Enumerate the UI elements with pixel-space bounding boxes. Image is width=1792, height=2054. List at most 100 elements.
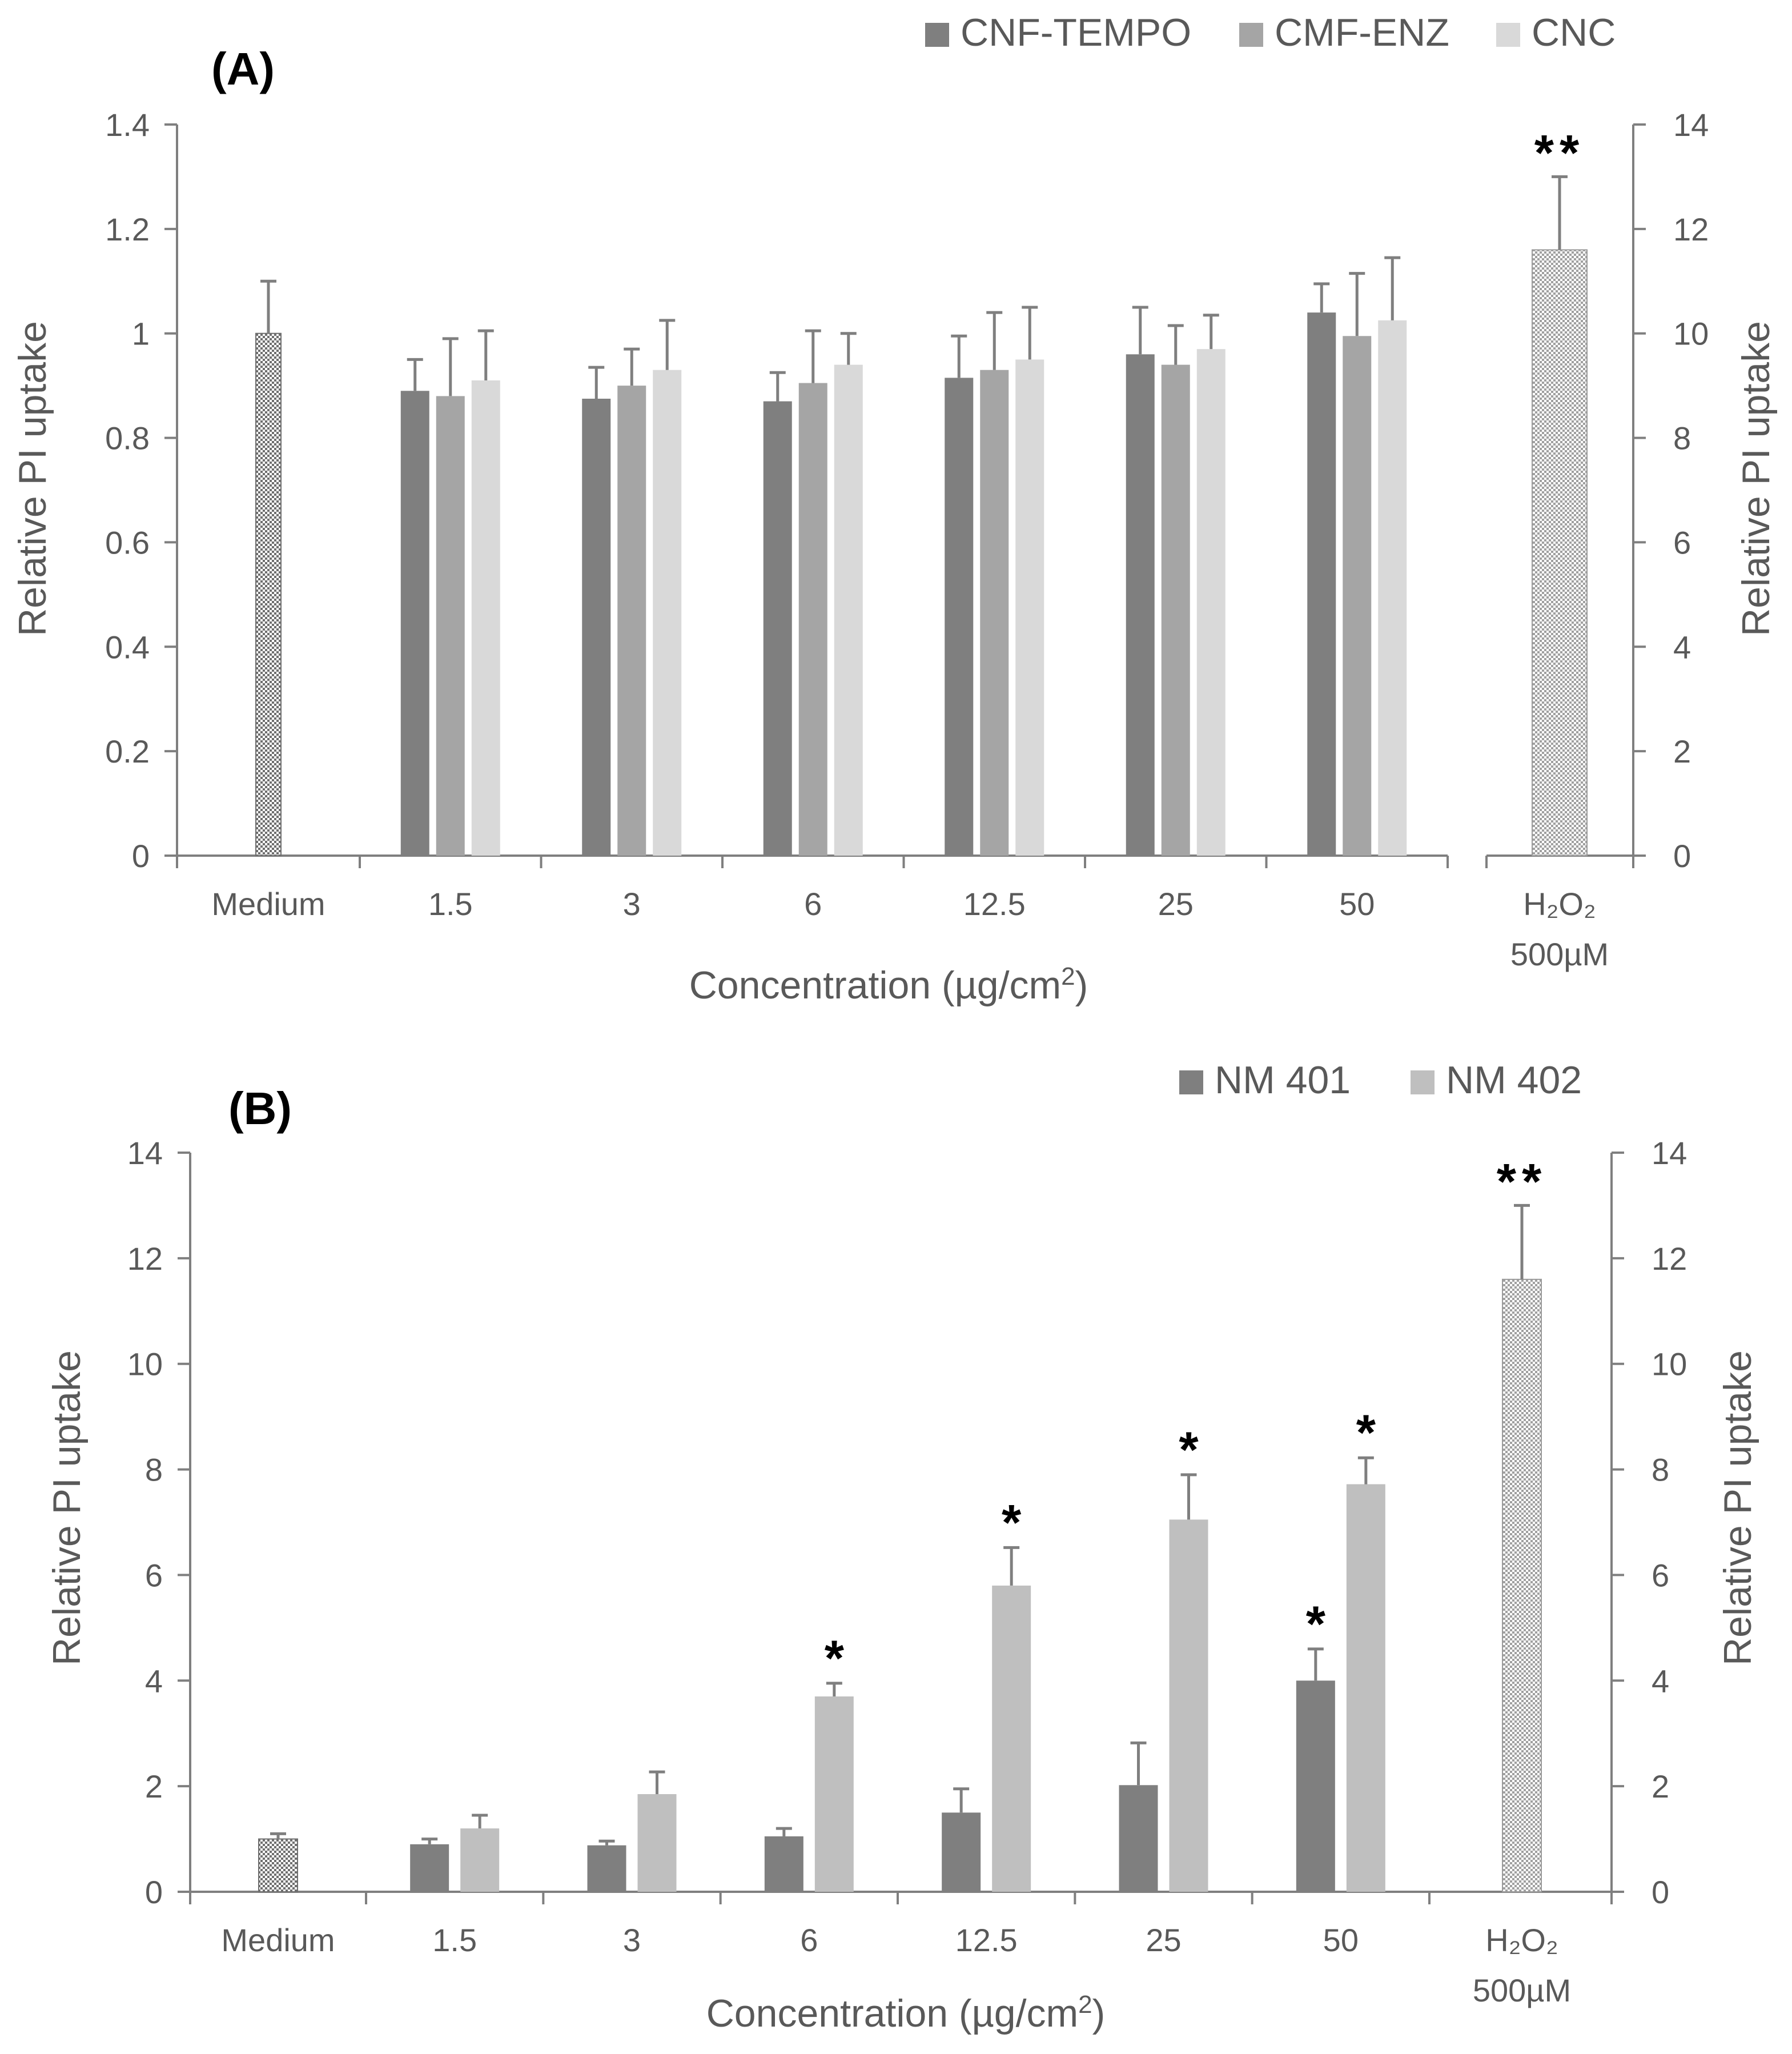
y-tick-left-label: 0.4	[105, 629, 150, 665]
panel-a-x-axis-title-main: Concentration (µg/cm	[689, 964, 1061, 1007]
significance-marker-h2o2: **	[1534, 124, 1585, 180]
panel-b-bars: *******	[258, 1153, 1548, 1893]
panel-a-x-axis-title-end: )	[1075, 964, 1088, 1007]
significance-marker: *	[1002, 1494, 1022, 1550]
legend-swatch	[1411, 1070, 1435, 1094]
panel-b-legend: NM 401 NM 402	[1179, 1058, 1582, 1102]
bar-h2o2	[1502, 1278, 1542, 1892]
x-tick-label-medium: Medium	[221, 1922, 335, 1958]
legend-swatch	[1239, 23, 1263, 47]
bar-nm-401	[1119, 1785, 1158, 1892]
y-tick-right-label: 0	[1673, 838, 1691, 874]
significance-marker: *	[1356, 1404, 1376, 1461]
bar-medium	[255, 332, 282, 856]
y-tick-left-label: 1	[132, 316, 150, 352]
bar-cnc	[653, 370, 682, 856]
y-tick-left-label: 14	[127, 1135, 163, 1171]
y-tick-left-label: 10	[127, 1346, 163, 1382]
x-tick-label-h2o2-line1: H₂O₂	[1485, 1922, 1558, 1958]
significance-marker-h2o2: **	[1497, 1153, 1548, 1209]
y-tick-left-label: 6	[145, 1557, 163, 1593]
bar-nm-401	[1296, 1680, 1335, 1892]
y-tick-left-label: 2	[145, 1768, 163, 1804]
bar-cmf-enz	[980, 370, 1009, 856]
bar-cnf-tempo	[400, 391, 429, 856]
bar-cnc	[1196, 349, 1226, 856]
bar-cnc	[1378, 320, 1407, 856]
y-tick-right-label: 0	[1652, 1874, 1669, 1910]
x-tick-label: 1.5	[432, 1922, 477, 1958]
y-tick-left-label: 1.4	[105, 107, 150, 143]
legend-label: NM 401	[1215, 1058, 1351, 1102]
x-tick-label-h2o2-line2: 500µM	[1510, 936, 1609, 972]
bar-medium	[258, 1838, 298, 1893]
y-tick-left-label: 0.8	[105, 420, 150, 456]
x-tick-label-h2o2-line2: 500µM	[1473, 1972, 1571, 2008]
bar-cmf-enz	[1161, 364, 1190, 856]
panel-b-x-axis-title-main: Concentration (µg/cm	[706, 1992, 1078, 2035]
bar-h2o2	[1532, 249, 1588, 856]
x-tick-label: 50	[1339, 886, 1375, 922]
y-tick-right-label: 4	[1673, 629, 1691, 665]
significance-marker: *	[1306, 1595, 1326, 1652]
x-tick-label: 1.5	[428, 886, 473, 922]
panel-b-label: (B)	[228, 1083, 292, 1134]
y-tick-left-label: 1.2	[105, 211, 150, 247]
y-tick-left-label: 4	[145, 1663, 163, 1699]
panel-a-y-axis-title-left: Relative PI uptake	[11, 321, 54, 636]
bar-cnc	[834, 364, 863, 856]
bar-cmf-enz	[1343, 336, 1372, 856]
y-tick-right-label: 8	[1673, 420, 1691, 456]
bar-nm-401	[942, 1812, 981, 1892]
panel-b-x-axis-title: Concentration (µg/cm2)	[706, 1991, 1106, 2035]
bar-nm-401	[764, 1836, 803, 1892]
significance-marker: *	[825, 1630, 845, 1686]
y-tick-right-label: 2	[1652, 1768, 1669, 1804]
x-tick-label: 25	[1146, 1922, 1181, 1958]
legend-swatch	[1179, 1070, 1203, 1094]
bar-nm-402	[1169, 1519, 1208, 1892]
bar-nm-402	[1346, 1484, 1385, 1892]
bar-cmf-enz	[798, 383, 827, 856]
bar-nm-402	[637, 1794, 677, 1892]
y-tick-left-label: 0.6	[105, 524, 150, 560]
x-tick-label: 6	[800, 1922, 818, 1958]
bar-cnf-tempo	[1126, 354, 1155, 856]
y-tick-right-label: 14	[1673, 107, 1709, 143]
bar-cnc	[471, 380, 500, 856]
x-tick-label: 3	[623, 886, 641, 922]
bar-cnf-tempo	[763, 401, 792, 856]
x-tick-label-h2o2-line1: H₂O₂	[1523, 886, 1596, 922]
x-tick-label: 6	[804, 886, 822, 922]
legend-label: CMF-ENZ	[1275, 11, 1449, 54]
y-tick-right-label: 12	[1673, 211, 1709, 247]
x-tick-label: 25	[1158, 886, 1194, 922]
panel-a-y-axis-title-right: Relative PI uptake	[1734, 321, 1778, 636]
legend-swatch	[1496, 23, 1520, 47]
legend-label: NM 402	[1446, 1058, 1582, 1102]
legend-label: CNC	[1532, 11, 1616, 54]
panel-a-x-axis-title-sup: 2	[1061, 962, 1075, 990]
panel-b-y-axis-title-left: Relative PI uptake	[45, 1350, 89, 1666]
bar-nm-402	[992, 1585, 1031, 1892]
panel-a-chart: (A) CNF-TEMPO CMF-ENZ CNC 0 0.2 0.4 0.6 0.8 1 1.…	[11, 11, 1778, 1007]
panel-a-bars: **	[255, 124, 1588, 856]
x-tick-label: 12.5	[963, 886, 1026, 922]
legend-label: CNF-TEMPO	[961, 11, 1191, 54]
x-tick-label: 50	[1323, 1922, 1359, 1958]
y-tick-right-label: 10	[1673, 316, 1709, 352]
bar-nm-401	[587, 1845, 626, 1892]
bar-nm-401	[410, 1844, 449, 1892]
panel-b-axes: 0 2 4 6 8 10 12 14 0 2 4 6 8 10 12 14 Medium 1.5 3 6 12.5 25 5…	[127, 1135, 1687, 2008]
bar-cmf-enz	[436, 396, 465, 856]
y-tick-right-label: 8	[1652, 1452, 1669, 1488]
panel-a-label: (A)	[211, 43, 275, 94]
panel-a-axes: 0 0.2 0.4 0.6 0.8 1 1.2 1.4 0 2 4 6 8 10 12 14 Medium 1.5…	[105, 107, 1709, 972]
y-tick-left-label: 0	[145, 1874, 163, 1910]
legend-swatch	[925, 23, 949, 47]
y-tick-left-label: 0	[132, 838, 150, 874]
y-tick-left-label: 12	[127, 1241, 163, 1277]
x-tick-label: 3	[623, 1922, 641, 1958]
y-tick-left-label: 8	[145, 1452, 163, 1488]
